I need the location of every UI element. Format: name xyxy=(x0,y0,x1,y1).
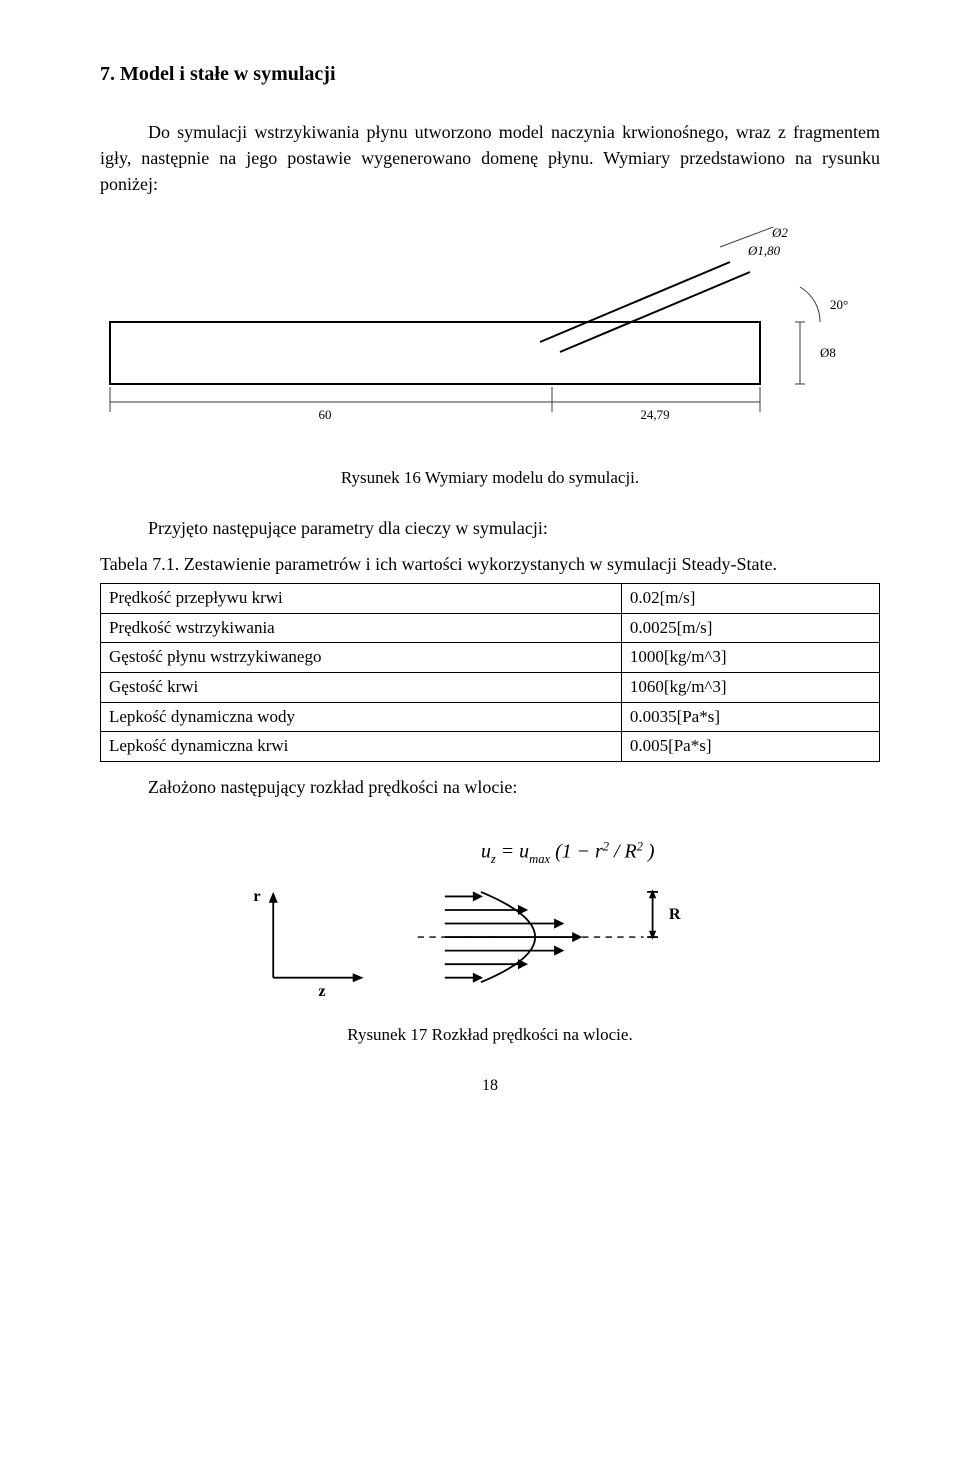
dim-right: 24,79 xyxy=(640,407,669,422)
dim-left: 60 xyxy=(319,407,332,422)
param-label: Prędkość wstrzykiwania xyxy=(101,613,622,643)
param-label: Gęstość płynu wstrzykiwanego xyxy=(101,643,622,673)
table-row: Lepkość dynamiczna krwi 0.005[Pa*s] xyxy=(101,732,880,762)
params-intro-text: Przyjęto następujące parametry dla ciecz… xyxy=(148,515,880,541)
param-value: 0.005[Pa*s] xyxy=(621,732,879,762)
velocity-formula: uz = umax (1 − r2 / R2 ) xyxy=(481,834,655,868)
needle-line-outer xyxy=(540,262,730,342)
figure-2-caption: Rysunek 17 Rozkład prędkości na wlocie. xyxy=(100,1023,880,1048)
dim-d2: Ø2 xyxy=(771,227,788,240)
z-axis-label: z xyxy=(318,982,325,1000)
param-value: 1060[kg/m^3] xyxy=(621,673,879,703)
parameter-table: Prędkość przepływu krwi 0.02[m/s] Prędko… xyxy=(100,583,880,762)
dim-angle: 20° xyxy=(830,297,848,312)
figure-2: uz = umax (1 − r2 / R2 ) r z xyxy=(100,834,880,1011)
param-value: 1000[kg/m^3] xyxy=(621,643,879,673)
table-title: Tabela 7.1. Zestawienie parametrów i ich… xyxy=(100,551,880,577)
param-label: Lepkość dynamiczna krwi xyxy=(101,732,622,762)
r-axis-label: r xyxy=(253,887,260,905)
param-value: 0.0025[m/s] xyxy=(621,613,879,643)
angle-arc xyxy=(800,287,820,322)
radius-label: R xyxy=(669,905,681,923)
param-label: Prędkość przepływu krwi xyxy=(101,584,622,614)
param-value: 0.0035[Pa*s] xyxy=(621,702,879,732)
section-title: 7. Model i stałe w symulacji xyxy=(100,60,880,89)
table-row: Gęstość krwi 1060[kg/m^3] xyxy=(101,673,880,703)
param-label: Gęstość krwi xyxy=(101,673,622,703)
page-number: 18 xyxy=(100,1074,880,1097)
table-row: Prędkość przepływu krwi 0.02[m/s] xyxy=(101,584,880,614)
needle-line-inner xyxy=(560,272,750,352)
channel-outline xyxy=(110,322,760,384)
dim-height: Ø8 xyxy=(820,345,836,360)
table-row: Lepkość dynamiczna wody 0.0035[Pa*s] xyxy=(101,702,880,732)
intro-paragraph: Do symulacji wstrzykiwania płynu utworzo… xyxy=(100,119,880,197)
velocity-assumption-text: Założono następujący rozkład prędkości n… xyxy=(148,774,880,800)
param-value: 0.02[m/s] xyxy=(621,584,879,614)
table-row: Gęstość płynu wstrzykiwanego 1000[kg/m^3… xyxy=(101,643,880,673)
param-label: Lepkość dynamiczna wody xyxy=(101,702,622,732)
dim-d180: Ø1,80 xyxy=(747,243,781,258)
table-row: Prędkość wstrzykiwania 0.0025[m/s] xyxy=(101,613,880,643)
figure-1-caption: Rysunek 16 Wymiary modelu do symulacji. xyxy=(100,466,880,491)
figure-1-drawing: Ø2 Ø1,80 20° Ø8 60 24,79 xyxy=(100,227,880,454)
